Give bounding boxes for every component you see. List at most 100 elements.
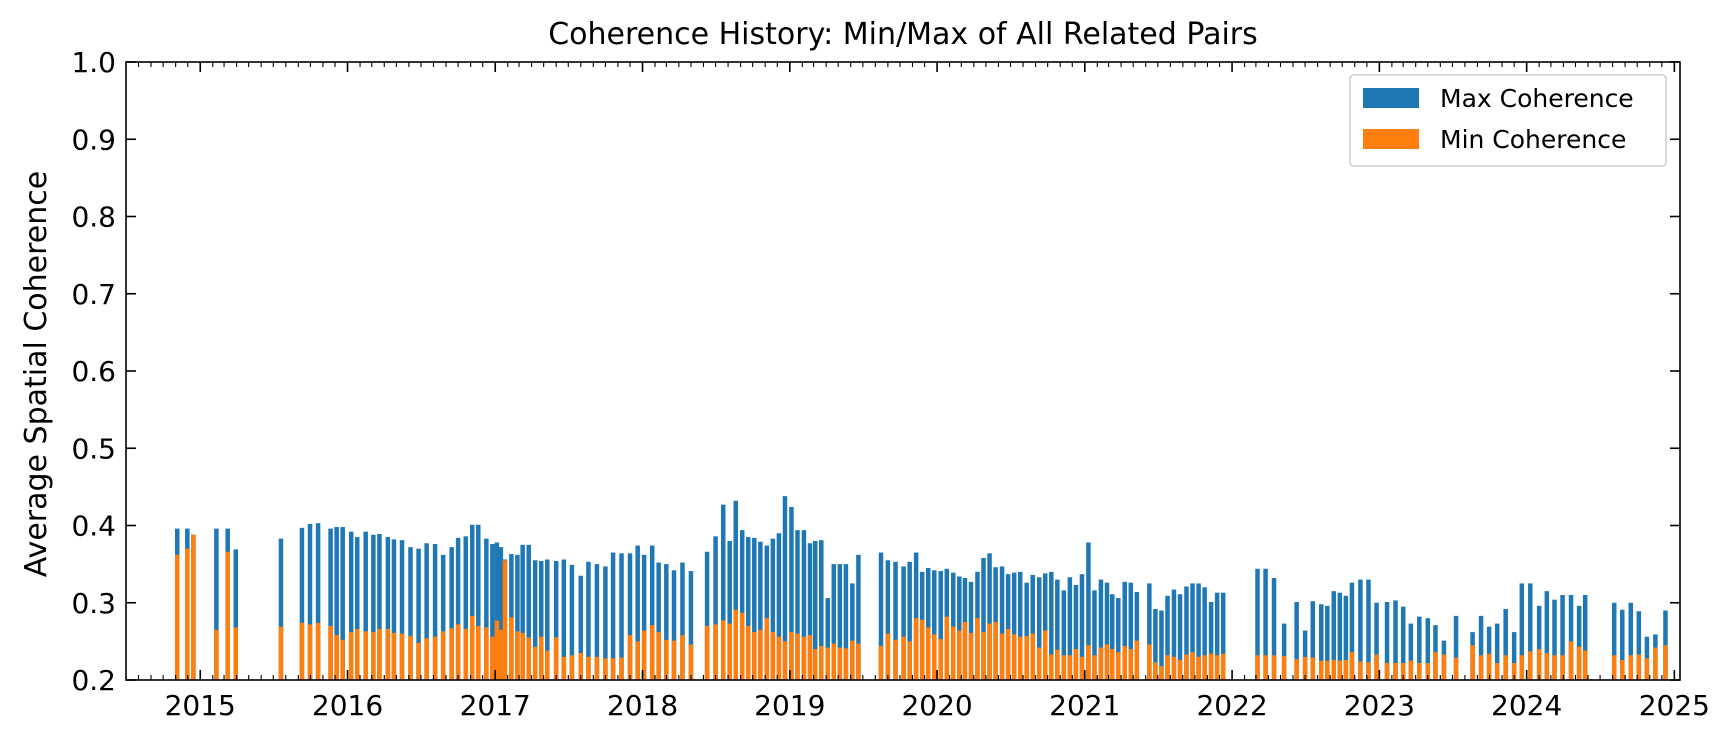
max-coherence-bar <box>1343 595 1349 680</box>
max-coherence-bar <box>957 576 962 680</box>
min-coherence-bar <box>739 612 745 680</box>
min-coherence-bar <box>1325 660 1330 680</box>
y-tick-label: 0.8 <box>71 201 116 234</box>
min-coherence-bar <box>1636 654 1642 680</box>
max-coherence-bar <box>408 547 413 680</box>
min-coherence-bar <box>962 622 968 680</box>
min-coherence-bar <box>819 646 824 680</box>
min-coherence-bar <box>1005 629 1011 680</box>
max-coherence-bar <box>1417 616 1422 680</box>
max-coherence-bar <box>1255 568 1260 680</box>
max-coherence-bar <box>913 552 919 680</box>
max-coherence-bar <box>1067 577 1073 680</box>
max-coherence-bar <box>1196 583 1201 680</box>
min-coherence-bar <box>843 648 849 680</box>
min-coherence-bar <box>1196 656 1201 680</box>
x-tick-label: 2019 <box>754 689 825 722</box>
max-coherence-bar <box>664 564 669 680</box>
max-coherence-bar <box>432 544 438 680</box>
min-coherence-bar <box>225 551 230 680</box>
max-coherence-bar <box>745 537 751 680</box>
min-coherence-bar <box>561 656 567 680</box>
max-coherence-bar <box>1005 574 1011 680</box>
max-coherence-bar <box>1628 602 1634 680</box>
min-coherence-bar <box>619 657 624 680</box>
min-coherence-bar <box>1503 655 1508 680</box>
min-coherence-bar <box>1653 647 1658 680</box>
min-coherence-bar <box>993 622 998 680</box>
max-coherence-bar <box>878 552 884 680</box>
min-coherence-bar <box>745 625 751 680</box>
min-coherence-bar <box>1536 649 1542 680</box>
min-coherence-bar <box>850 640 855 680</box>
min-coherence-bar <box>1568 641 1574 680</box>
max-coherence-bar <box>526 544 531 680</box>
min-coherence-bar <box>1202 655 1207 680</box>
legend-label-min: Min Coherence <box>1440 125 1626 154</box>
max-coherence-bar <box>494 542 500 680</box>
max-coherence-bar <box>1116 598 1121 680</box>
min-coherence-bar <box>1384 663 1390 680</box>
min-coherence-bar <box>764 618 770 680</box>
x-tick-label: 2022 <box>1196 689 1267 722</box>
min-coherence-bars <box>174 534 1668 680</box>
max-coherence-bar <box>1104 582 1110 680</box>
min-coherence-bar <box>1374 654 1379 680</box>
min-coherence-bar <box>1086 645 1091 680</box>
min-coherence-bar <box>1552 655 1557 680</box>
max-coherence-bar <box>484 538 489 680</box>
min-coherence-bar <box>957 630 962 680</box>
max-coherence-bar <box>1478 615 1484 680</box>
max-coherence-bar <box>1208 601 1214 680</box>
max-coherence-bar <box>545 559 550 680</box>
max-coherence-bar <box>713 536 718 680</box>
min-coherence-bar <box>825 647 830 680</box>
min-coherence-bar <box>975 618 980 680</box>
min-coherence-bar <box>1400 663 1406 680</box>
max-coherence-bar <box>1109 594 1115 680</box>
min-coherence-bar <box>713 624 718 680</box>
max-coherence-bar <box>938 571 943 680</box>
min-coherence-bar <box>553 637 559 680</box>
min-coherence-bar <box>307 624 313 680</box>
min-coherence-bar <box>1171 656 1177 680</box>
min-coherence-bar <box>299 622 305 680</box>
x-tick-label: 2016 <box>312 689 383 722</box>
max-coherence-bar <box>1528 583 1533 680</box>
min-coherence-bar <box>1519 655 1525 680</box>
max-coherence-bar <box>671 570 677 680</box>
min-coherence-bar <box>463 629 469 680</box>
legend-label-max: Max Coherence <box>1440 84 1634 113</box>
min-coherence-bar <box>1255 655 1260 680</box>
min-coherence-bar <box>649 625 655 680</box>
max-coherence-bar <box>1453 615 1459 680</box>
min-coherence-bar <box>981 632 986 680</box>
max-coherence-bar <box>1400 606 1406 680</box>
min-coherence-bar <box>664 639 669 680</box>
max-coherence-bar <box>385 537 391 680</box>
min-coherence-bar <box>987 623 992 680</box>
max-coherence-bar <box>1190 583 1195 680</box>
max-coherence-bar <box>720 504 726 680</box>
min-coherence-bar <box>278 626 284 680</box>
min-coherence-bar <box>1190 652 1195 680</box>
min-coherence-bar <box>733 609 738 680</box>
max-coherence-bar <box>801 530 807 680</box>
max-coherence-bar <box>907 561 912 680</box>
min-coherence-bar <box>1663 645 1668 680</box>
max-coherence-bars <box>174 496 1668 680</box>
max-coherence-bar <box>1128 582 1134 680</box>
min-coherence-bar <box>484 627 489 680</box>
max-coherence-bar <box>1073 584 1079 680</box>
min-coherence-bar <box>328 625 333 680</box>
max-coherence-bar <box>819 540 824 680</box>
max-coherence-bar <box>455 537 461 680</box>
max-coherence-bar <box>278 538 284 680</box>
max-coherence-bar <box>981 557 986 680</box>
min-coherence-bar <box>1067 655 1073 680</box>
min-coherence-bar <box>391 632 397 680</box>
y-tick-label: 0.4 <box>71 510 116 543</box>
min-coherence-bar <box>782 641 788 680</box>
max-coherence-bar <box>1086 542 1091 680</box>
max-coherence-bar <box>354 537 360 680</box>
